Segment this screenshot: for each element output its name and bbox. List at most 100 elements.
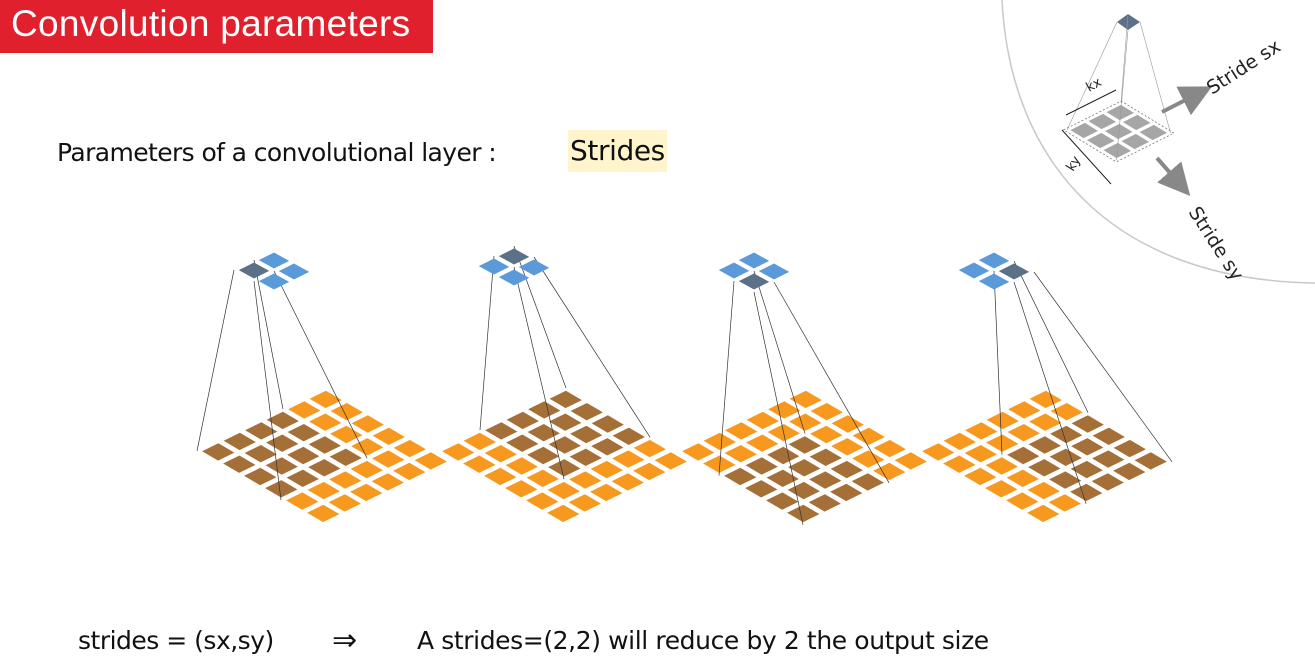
projection-line: [253, 280, 282, 501]
stride-sx-arrow: [1161, 86, 1213, 116]
input-cell-active: [1049, 448, 1082, 466]
input-cell: [1050, 403, 1083, 421]
input-cell-active: [287, 424, 320, 442]
inset-output-cell: [1117, 14, 1140, 30]
input-cell-active: [527, 424, 560, 442]
input-cell-active: [1028, 459, 1061, 477]
inset-projection-line: [1066, 21, 1118, 131]
projection-line: [773, 281, 890, 483]
input-cell-active: [591, 438, 624, 456]
input-cell: [1008, 401, 1041, 419]
input-cell: [943, 455, 976, 473]
input-cell-active: [308, 459, 341, 477]
stride-sx-label: Stride sx: [1203, 35, 1285, 99]
kernel-cell: [1106, 104, 1134, 121]
input-cell-active: [745, 457, 778, 475]
output-cell: [718, 262, 750, 279]
output-cell: [978, 252, 1010, 269]
input-cell: [633, 462, 666, 481]
input-cell: [810, 425, 843, 444]
input-cell-active: [485, 422, 518, 440]
projection-line: [533, 256, 651, 438]
stride-panel-1: [196, 252, 447, 523]
input-cell-active: [528, 401, 561, 419]
input-cell: [831, 415, 864, 433]
projection-line: [1013, 260, 1089, 413]
input-cell-active: [1071, 415, 1104, 433]
inset-projection-line: [1120, 13, 1129, 104]
input-cell: [505, 480, 538, 498]
inset-projection-line: [1139, 21, 1171, 134]
projection-line: [513, 266, 565, 480]
kernel-cell: [1087, 132, 1115, 149]
input-cell-active: [851, 473, 884, 491]
kernel-cell: [1088, 113, 1116, 130]
input-cell: [1048, 494, 1081, 512]
input-cell: [1027, 504, 1060, 523]
input-cell: [484, 467, 517, 486]
input-cell-active: [1070, 460, 1103, 479]
input-cell-active: [1091, 473, 1124, 491]
input-cell: [633, 439, 666, 458]
input-cell-active: [570, 403, 603, 421]
implies-symbol: ⇒: [332, 623, 358, 658]
input-cell: [724, 445, 757, 463]
input-cell: [852, 450, 885, 468]
input-cell: [746, 434, 779, 452]
input-cell: [1029, 413, 1062, 431]
input-cell: [985, 480, 1018, 498]
output-cell-active: [238, 262, 270, 279]
input-cell: [590, 483, 623, 502]
input-cell: [286, 492, 319, 510]
input-cell-active: [724, 467, 757, 486]
input-cell-active: [527, 446, 560, 465]
input-cell-active: [223, 455, 256, 473]
input-cell: [964, 467, 997, 486]
input-cell: [372, 427, 405, 445]
input-cell-active: [1007, 446, 1040, 465]
ky-dimension-line: [1061, 129, 1112, 185]
inset-projection-line: [1116, 29, 1129, 161]
input-cell: [568, 494, 601, 512]
input-cell-active: [244, 467, 277, 486]
input-cell-active: [506, 411, 539, 430]
input-cell-active: [245, 422, 278, 440]
stride-sy-label: Stride sy: [1184, 203, 1248, 285]
input-cell-active: [591, 415, 624, 433]
input-cell: [964, 445, 997, 463]
input-cell: [986, 411, 1019, 430]
output-cell: [958, 262, 990, 279]
input-cell: [414, 452, 447, 470]
input-cell-active: [809, 471, 842, 489]
inset-boundary-arc: [1001, 0, 1315, 284]
input-cell-active: [287, 446, 320, 465]
input-cell-active: [1092, 427, 1125, 445]
input-cell: [1007, 424, 1040, 442]
stride-panel-3: [682, 252, 927, 525]
input-cell-active: [244, 445, 277, 463]
input-cell-active: [767, 446, 800, 465]
projection-line: [273, 270, 368, 459]
input-cell: [986, 434, 1019, 452]
output-cell-active: [738, 273, 770, 290]
input-cell-active: [830, 460, 863, 479]
input-cell-active: [570, 425, 603, 444]
input-cell-active: [766, 469, 799, 487]
projection-line: [479, 255, 495, 431]
input-cell: [703, 432, 736, 451]
input-cell: [393, 439, 426, 458]
input-cell: [526, 469, 559, 487]
input-cell-active: [308, 436, 341, 454]
output-cell: [738, 252, 770, 269]
stride-panel-4: [922, 252, 1173, 523]
output-cell: [518, 259, 550, 276]
title-banner: Convolution parameters: [0, 0, 433, 53]
input-cell-active: [265, 480, 298, 498]
input-cell-active: [766, 492, 799, 510]
input-cell-active: [266, 434, 299, 452]
input-cell-active: [1070, 483, 1103, 502]
kernel-cell: [1070, 122, 1098, 139]
input-cell: [810, 403, 843, 421]
input-cell: [852, 427, 885, 445]
input-cell: [309, 390, 342, 409]
